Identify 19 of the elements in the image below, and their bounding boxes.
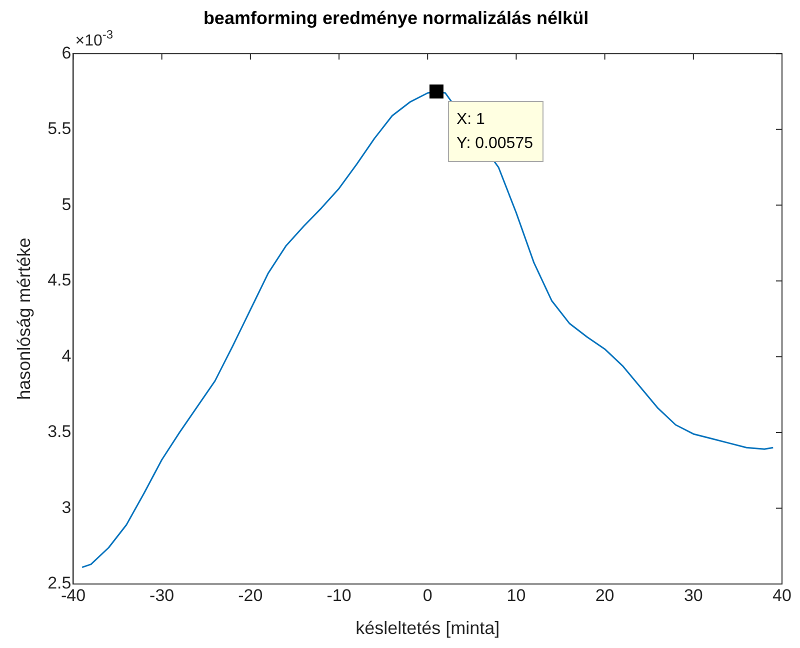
x-tick-label: -30 bbox=[150, 586, 174, 605]
y-tick-label: 3.5 bbox=[48, 422, 72, 442]
x-tick-label: 0 bbox=[422, 586, 432, 605]
y-tick-label: 3 bbox=[62, 498, 72, 517]
x-tick-label: 30 bbox=[684, 586, 703, 605]
annotation: X: 1 Y: 0.00575 bbox=[456, 110, 534, 152]
y-tick-label: 5.5 bbox=[48, 119, 72, 138]
x-tick-label: -10 bbox=[326, 586, 352, 605]
x-tick-label: -20 bbox=[238, 586, 263, 605]
x-tick-label: 40 bbox=[772, 586, 792, 605]
x-tick-label: 20 bbox=[595, 586, 614, 605]
y-tick-label: 4 bbox=[62, 346, 72, 366]
x-axis-title: késleltetés [minta] bbox=[356, 618, 500, 638]
y-tick-label: 6 bbox=[62, 43, 72, 62]
x-tick-label: 10 bbox=[506, 586, 526, 605]
y-axis-title: hasonlóság mértéke bbox=[14, 238, 34, 400]
y-tick-label: 5 bbox=[62, 194, 72, 214]
y-tick-label: 4.5 bbox=[48, 270, 72, 290]
chart-title: beamforming eredménye normalizálás nélkül bbox=[203, 8, 589, 28]
